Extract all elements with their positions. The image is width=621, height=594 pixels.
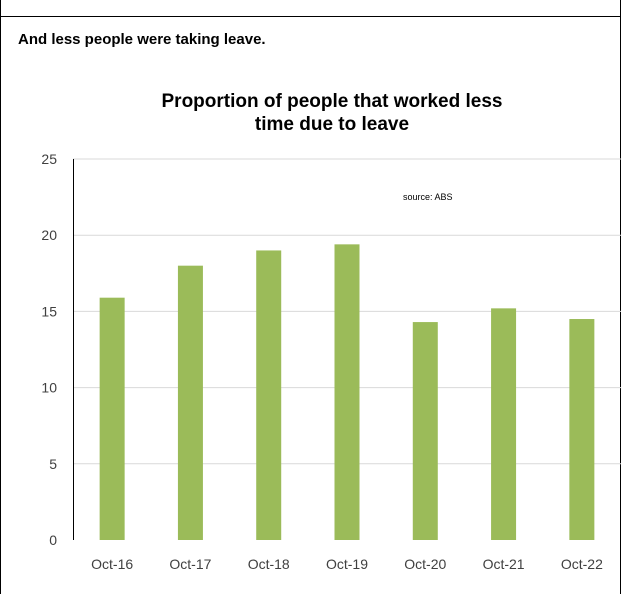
bar-oct-22: [569, 319, 595, 540]
chart-title-line-1: Proportion of people that worked less: [162, 91, 503, 112]
bar-oct-17: [177, 265, 203, 540]
x-tick-label: Oct-22: [561, 556, 603, 572]
chart-title-line-2: time due to leave: [255, 114, 409, 135]
x-tick-label: Oct-21: [483, 556, 525, 572]
x-tick-label: Oct-18: [248, 556, 290, 572]
chart-source-annotation: source: ABS: [403, 192, 453, 202]
bar-oct-19: [334, 244, 360, 540]
x-tick-label: Oct-20: [404, 556, 446, 572]
y-tick-label: 15: [41, 303, 57, 319]
bar-oct-20: [412, 322, 438, 540]
y-tick-label: 5: [49, 456, 57, 472]
panel-divider: [0, 16, 621, 17]
bar-oct-18: [256, 250, 282, 540]
x-tick-label: Oct-16: [91, 556, 133, 572]
y-tick-label: 20: [41, 227, 57, 243]
x-tick-label: Oct-19: [326, 556, 368, 572]
x-tick-label: Oct-17: [169, 556, 211, 572]
bar-oct-16: [99, 297, 125, 540]
y-tick-label: 10: [41, 380, 57, 396]
y-tick-label: 0: [49, 532, 57, 548]
bar-oct-21: [491, 308, 517, 540]
slide-caption: And less people were taking leave.: [18, 31, 266, 48]
y-tick-label: 25: [41, 151, 57, 167]
